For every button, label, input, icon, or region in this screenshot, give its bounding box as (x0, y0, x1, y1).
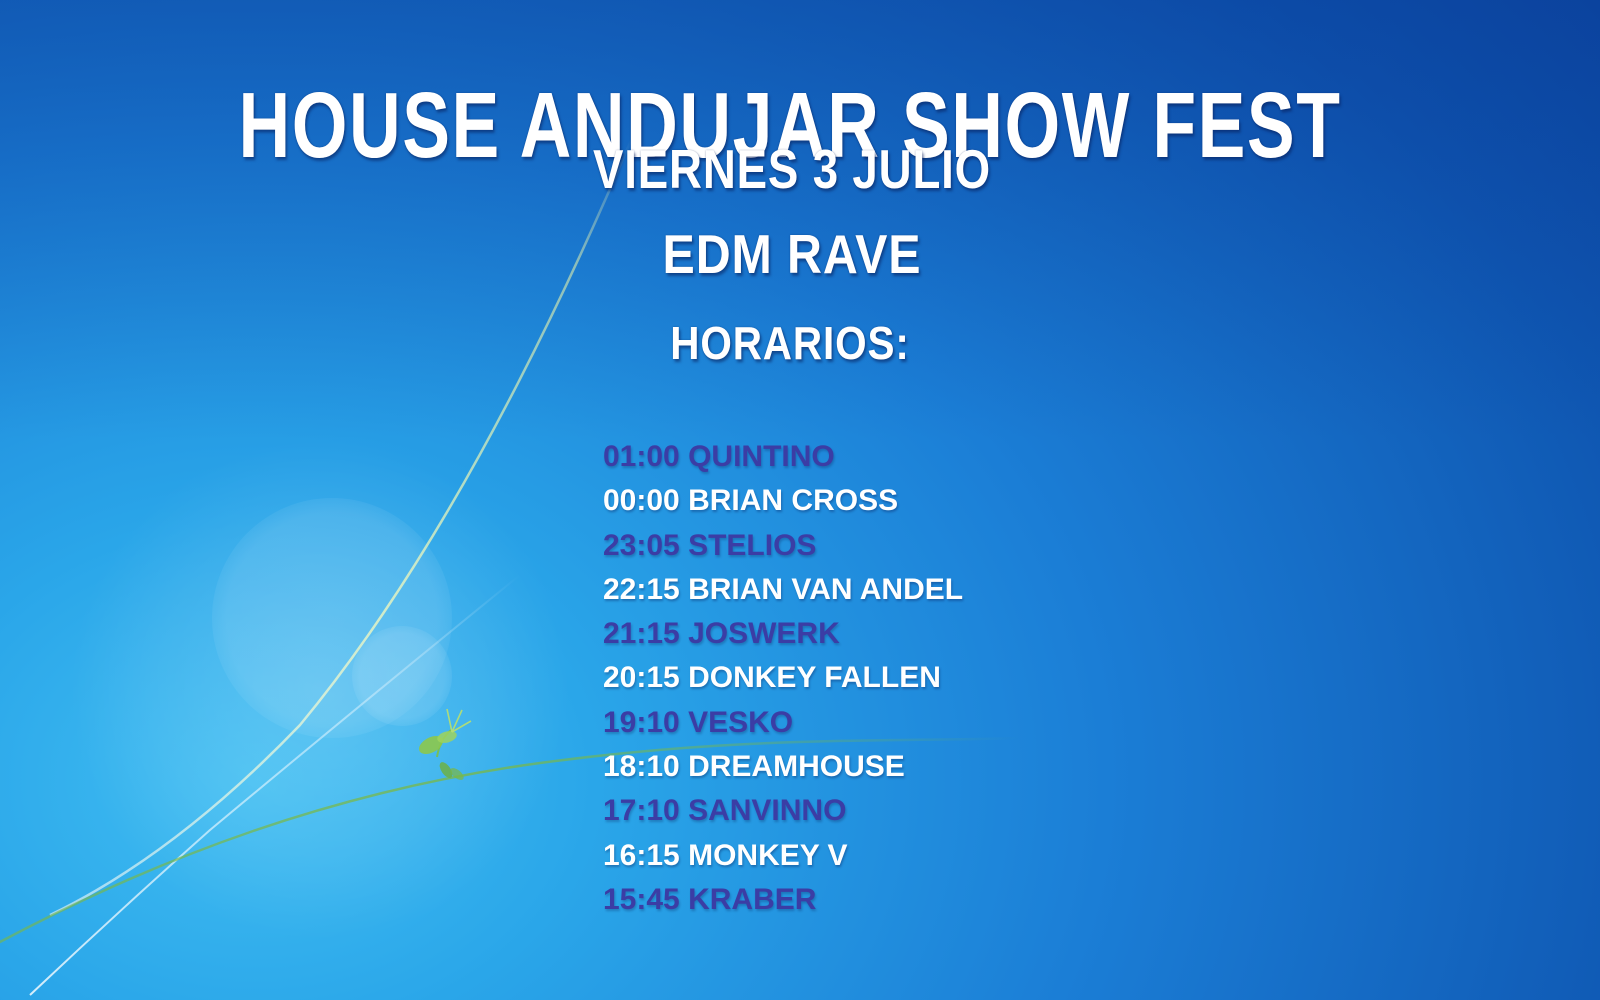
schedule-row: 20:15 DONKEY FALLEN (603, 656, 963, 700)
schedule-artist: STELIOS (688, 528, 817, 562)
schedule-artist: DONKEY FALLEN (688, 661, 941, 695)
schedule-time: 18:10 (603, 750, 680, 784)
schedule-row: 18:10 DREAMHOUSE (603, 745, 963, 789)
schedule-row: 16:15 MONKEY V (603, 834, 963, 878)
schedule-row: 23:05 STELIOS (603, 524, 963, 568)
schedule-row: 00:00 BRIAN CROSS (603, 479, 963, 523)
schedule-time: 23:05 (603, 528, 680, 562)
schedule-artist: BRIAN CROSS (688, 484, 899, 518)
schedule-row: 22:15 BRIAN VAN ANDEL (603, 568, 963, 612)
lens-flare-glow (60, 430, 580, 950)
lens-flare-large (212, 498, 452, 738)
schedule-time: 15:45 (603, 882, 680, 916)
schedule-time: 00:00 (603, 484, 680, 518)
schedule-artist: KRABER (688, 882, 817, 916)
schedule-artist: MONKEY V (688, 838, 848, 872)
schedule-time: 19:10 (603, 705, 680, 739)
schedule-time: 01:00 (603, 440, 680, 473)
schedule-row: 21:15 JOSWERK (603, 612, 963, 656)
schedule-artist: DREAMHOUSE (688, 750, 905, 784)
schedule-artist: JOSWERK (688, 617, 840, 651)
schedule-row: 15:45 KRABER (603, 878, 963, 922)
light-streak-white (29, 574, 521, 996)
genre-line: EDM RAVE (662, 223, 922, 285)
schedule-row: 17:10 SANVINNO (603, 789, 963, 833)
schedule-artist: SANVINNO (688, 794, 847, 828)
schedule-row: 01:00 QUINTINO (603, 435, 963, 479)
schedule-heading: HORARIOS: (670, 317, 910, 369)
lens-flare-small (352, 626, 452, 726)
schedule-time: 16:15 (603, 838, 680, 872)
schedule-row: 19:10 VESKO (603, 701, 963, 745)
schedule-list: 01:00 QUINTINO 00:00 BRIAN CROSS 23:05 STE… (603, 435, 963, 922)
date-line: VIERNES 3 JULIO (592, 138, 992, 200)
schedule-time: 20:15 (603, 661, 680, 695)
schedule-artist: BRIAN VAN ANDEL (688, 572, 964, 606)
schedule-time: 22:15 (603, 572, 680, 606)
schedule-time: 17:10 (603, 794, 680, 828)
poster-title: HOUSE ANDUJAR SHOW FEST (238, 73, 1342, 178)
schedule-artist: VESKO (688, 705, 794, 739)
sprout-graphic (418, 708, 472, 780)
schedule-artist: QUINTINO (688, 440, 835, 473)
schedule-time: 21:15 (603, 617, 680, 651)
